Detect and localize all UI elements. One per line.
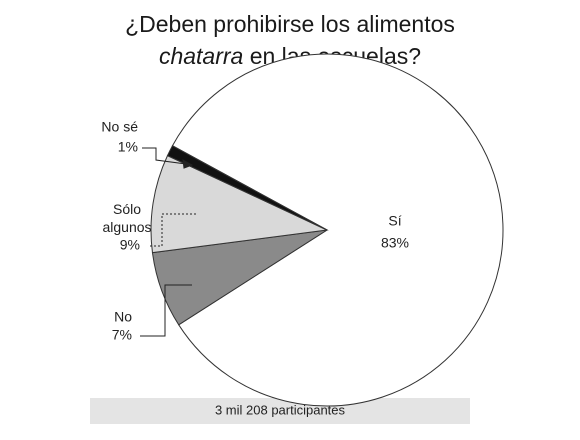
- value-label: 83%: [381, 235, 409, 251]
- slice-label: Sí: [388, 213, 401, 229]
- slice-label: No: [114, 309, 132, 325]
- leader-line: [140, 284, 192, 337]
- leader-line: [142, 147, 187, 165]
- pie-slice: [150, 154, 329, 254]
- note: 3 mil 208 participantes: [215, 402, 346, 417]
- chart-title: chatarra en las escuelas?: [159, 43, 421, 69]
- slice-label-line: algunos: [102, 219, 151, 235]
- note-bar: [90, 398, 470, 424]
- slice-label: Sólo algunos: [102, 201, 151, 235]
- arrow-head: [182, 159, 194, 169]
- leaders: [140, 147, 198, 337]
- pie-slice: [166, 145, 328, 231]
- chart-title: ¿Deben prohibirse los alimentos: [125, 11, 455, 37]
- leader-line: [150, 213, 198, 247]
- slice-label: No sé: [101, 119, 138, 135]
- value-label: 1%: [118, 139, 138, 155]
- pie-slice: [171, 53, 504, 407]
- pie: [150, 53, 504, 407]
- chart-title-italic: chatarra: [159, 43, 243, 69]
- value-label: 7%: [112, 327, 132, 343]
- slice-label-line: Sólo: [113, 201, 141, 217]
- value-label: 9%: [120, 237, 140, 253]
